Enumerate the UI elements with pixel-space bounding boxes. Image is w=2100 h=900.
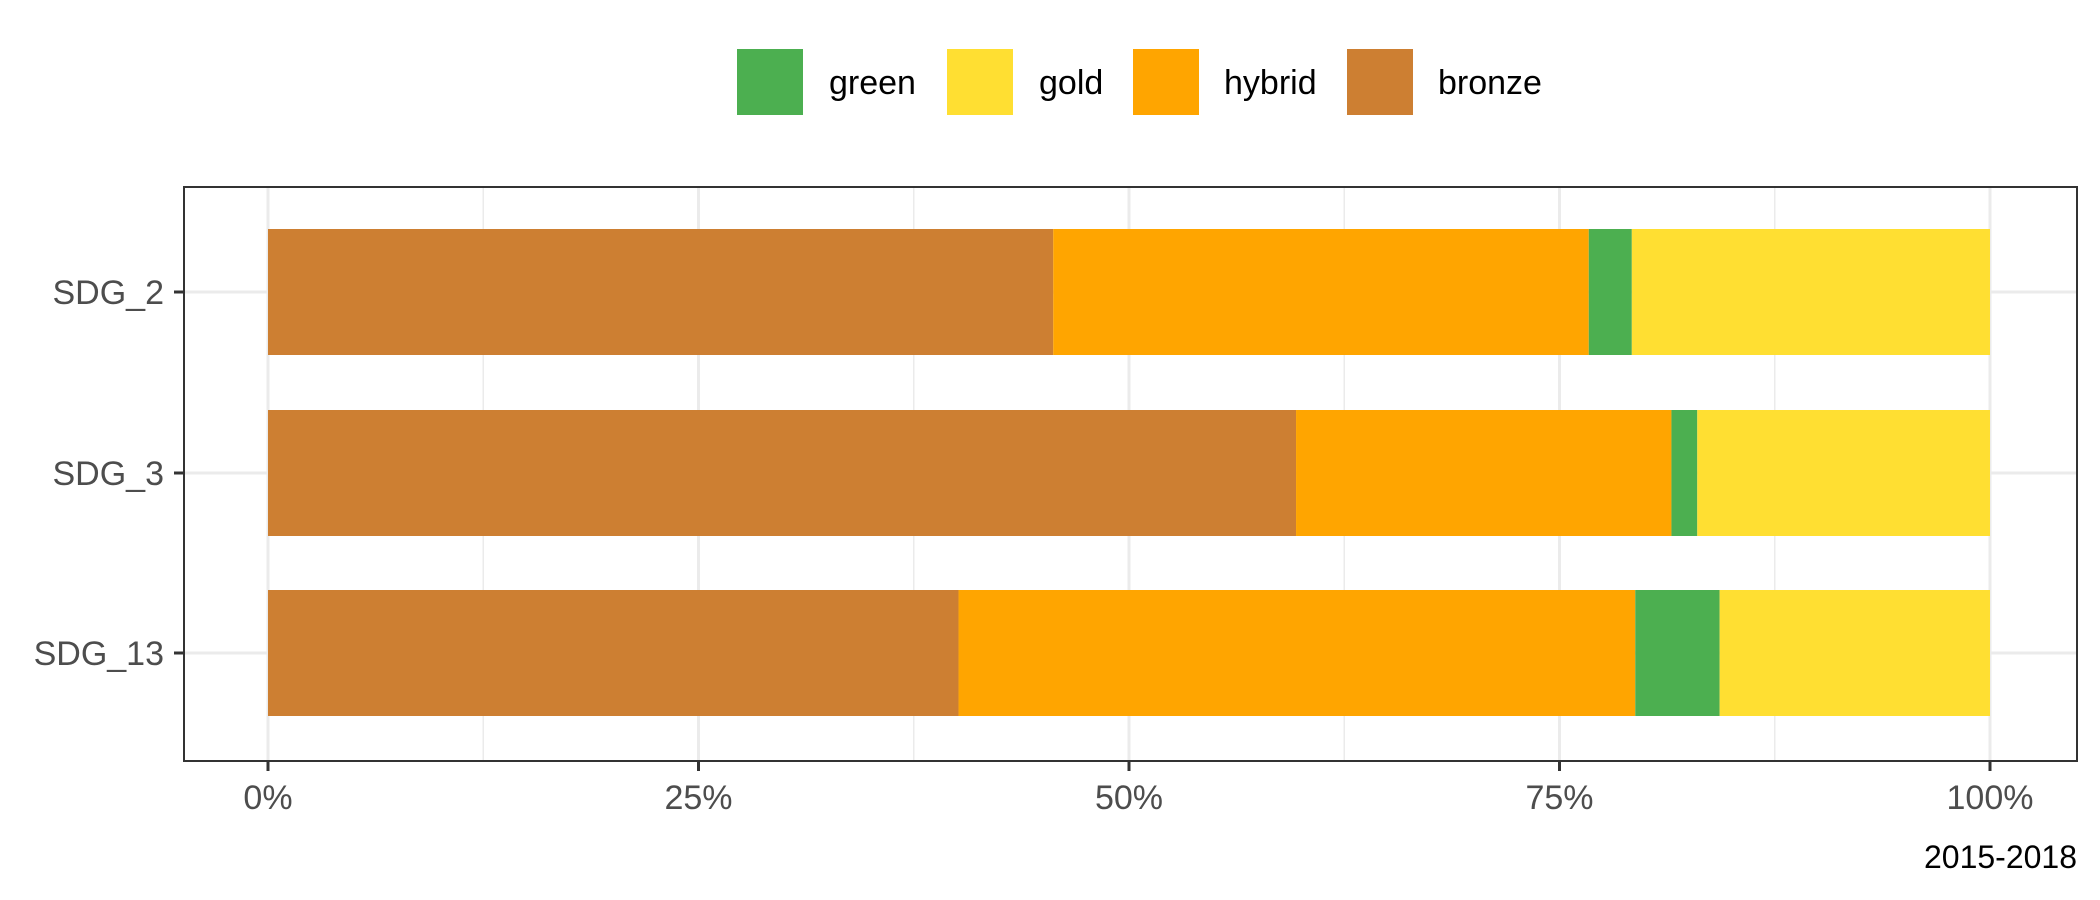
legend-label-bronze: bronze: [1438, 64, 1542, 102]
bars: [268, 229, 1990, 716]
bar-segment-green: [1588, 229, 1632, 355]
bar-segment-bronze: [268, 410, 1297, 536]
x-tick-label: 0%: [243, 779, 292, 817]
legend-label-gold: gold: [1039, 64, 1103, 102]
x-tick-label: 50%: [1095, 779, 1163, 817]
legend: green gold hybrid bronze: [737, 49, 1542, 115]
bar-segment-hybrid: [958, 590, 1636, 716]
bar-segment-hybrid: [1053, 229, 1589, 355]
legend-key-bronze: [1347, 49, 1413, 115]
y-axis: SDG_2 SDG_3 SDG_13: [34, 274, 184, 673]
x-tick-label: 100%: [1947, 779, 2034, 817]
legend-label-hybrid: hybrid: [1224, 64, 1317, 102]
bar-segment-gold: [1697, 410, 1990, 536]
legend-key-hybrid: [1133, 49, 1199, 115]
bar-segment-hybrid: [1296, 410, 1672, 536]
bar-segment-bronze: [268, 229, 1054, 355]
bar-segment-gold: [1719, 590, 1990, 716]
legend-key-green: [737, 49, 803, 115]
legend-label-green: green: [829, 64, 916, 102]
x-tick-label: 75%: [1525, 779, 1593, 817]
caption: 2015-2018: [1924, 839, 2077, 875]
legend-key-gold: [947, 49, 1013, 115]
y-tick-label: SDG_13: [34, 635, 164, 673]
bar-segment-bronze: [268, 590, 959, 716]
x-axis: 0% 25% 50% 75% 100%: [243, 761, 2033, 817]
y-tick-label: SDG_3: [53, 455, 165, 493]
x-tick-label: 25%: [664, 779, 732, 817]
y-tick-label: SDG_2: [53, 274, 165, 312]
bar-segment-gold: [1631, 229, 1990, 355]
bar-segment-green: [1635, 590, 1720, 716]
bar-segment-green: [1671, 410, 1698, 536]
